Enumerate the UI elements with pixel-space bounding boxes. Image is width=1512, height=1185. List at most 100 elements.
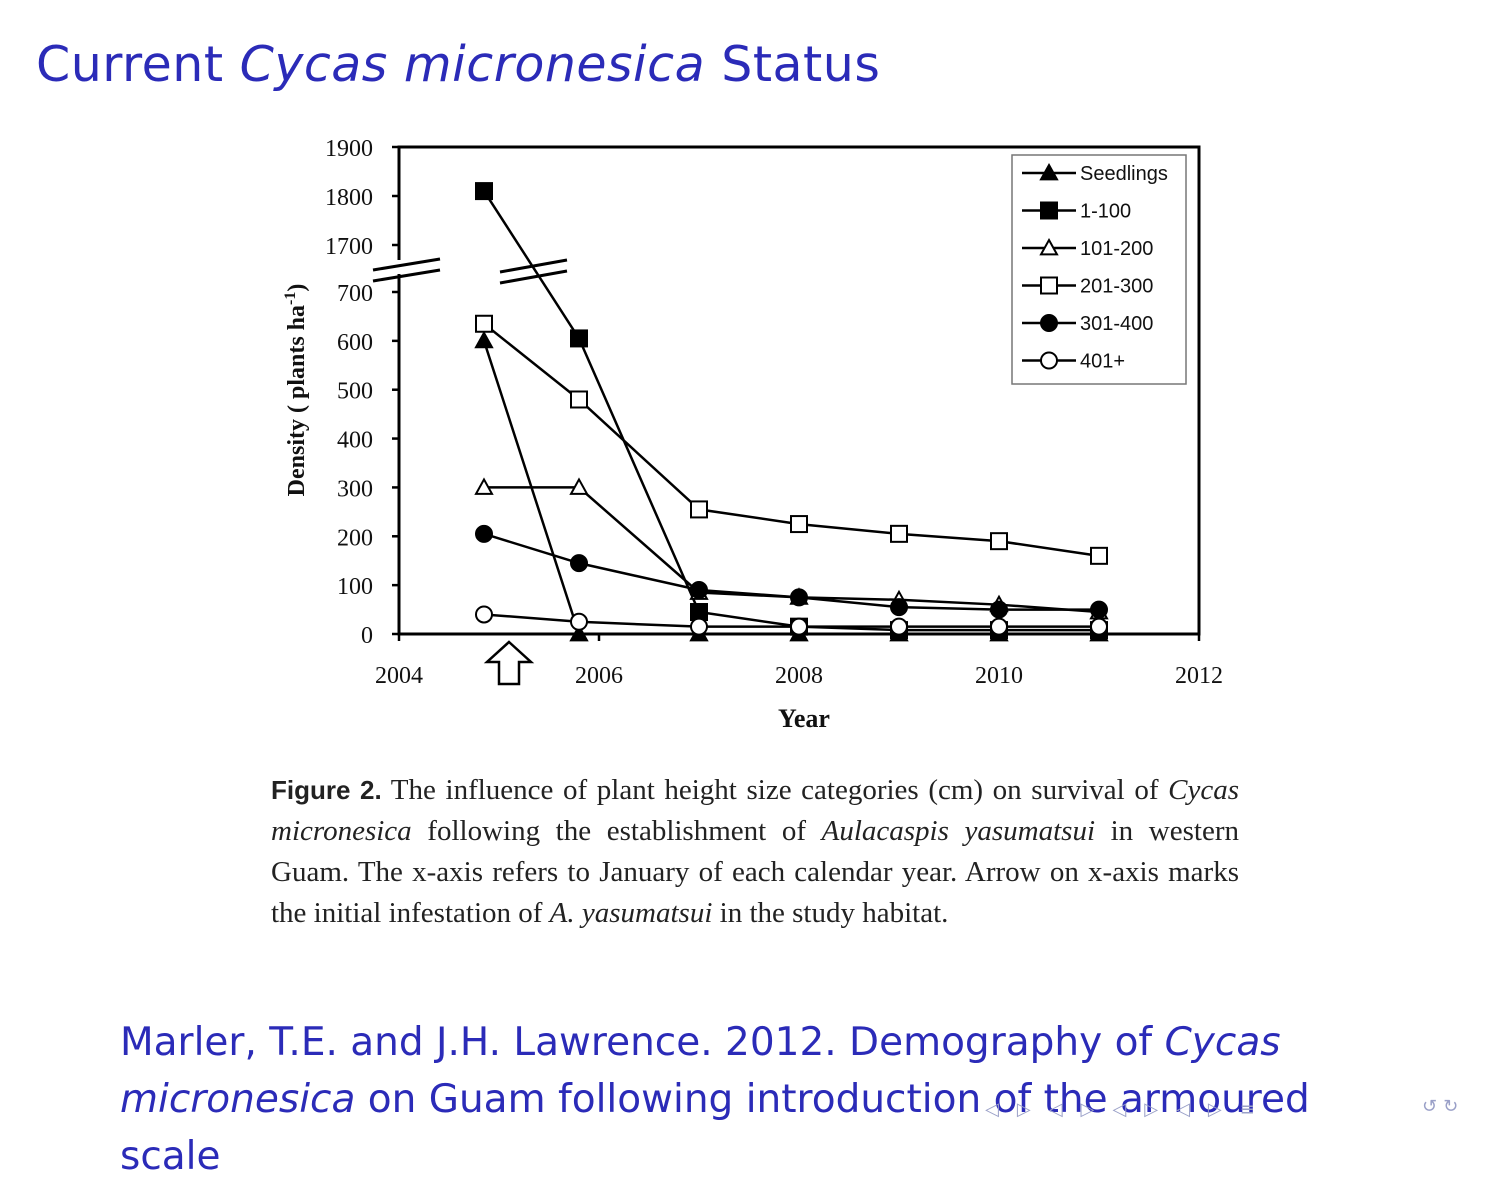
title-italic: Cycas micronesica [239, 36, 706, 93]
data-point [475, 524, 493, 543]
legend-marker [1040, 314, 1058, 332]
y-tick-label: 100 [337, 574, 373, 600]
data-point [1090, 600, 1108, 619]
data-point [790, 588, 808, 607]
series-401- [475, 605, 1108, 636]
legend-marker [1039, 237, 1059, 256]
nav-subsection-forward-icon[interactable]: ▷ [1080, 1098, 1095, 1120]
legend-layer: Seedlings 1-100 101-200 201-300 301-400 401+ [1011, 154, 1187, 385]
beamer-navigation: ◁ ▷ ◁ ▷ ◁ ▷ ◁ ▷ ≡ [985, 1094, 1255, 1124]
nav-frame-forward-icon[interactable]: ▷ [1016, 1098, 1031, 1120]
nav-doc-forward-icon[interactable]: ▷ [1207, 1098, 1222, 1120]
nav-frame-back-icon[interactable]: ◁ [985, 1098, 999, 1120]
series-layer [474, 182, 1109, 642]
legend-box [1011, 154, 1187, 385]
search-forward-icon[interactable]: ↻ [1443, 1096, 1459, 1117]
legend-label: 1-100 [1080, 201, 1131, 223]
y-label-end: ) [284, 284, 310, 292]
series-301-400 [475, 524, 1108, 619]
ref-italic1: Cycas [1164, 1020, 1281, 1065]
data-point [475, 182, 493, 201]
y-tick-label: 0 [361, 623, 373, 649]
legend-marker [1040, 276, 1058, 295]
search-tools: ↺ ↻ [1422, 1096, 1458, 1117]
data-point [474, 477, 494, 495]
x-tick-label: 2012 [1175, 663, 1223, 689]
y-tick-label: 400 [337, 428, 373, 454]
nav-subsection-back-icon[interactable]: ◁ [1048, 1098, 1063, 1120]
data-point [1090, 546, 1108, 565]
title-part1: Current [36, 36, 240, 93]
y-tick-label: 600 [337, 330, 373, 356]
x-tick-label: 2006 [575, 663, 623, 689]
search-back-icon[interactable]: ↺ [1422, 1096, 1438, 1117]
legend-marker [1040, 351, 1058, 370]
title-part2: Status [705, 36, 881, 93]
caption-text1: The influence of plant height size categ… [381, 774, 1169, 806]
caption-text4: in the study habitat. [712, 897, 949, 929]
slide-title: Current Cycas micronesica Status [36, 36, 880, 93]
y-tick-label: 300 [337, 476, 373, 502]
legend-label: 201-300 [1080, 276, 1153, 298]
data-point [990, 600, 1008, 619]
data-point [570, 612, 588, 631]
y-tick-label: 1900 [325, 136, 373, 162]
legend-marker [1040, 201, 1058, 220]
data-point [570, 554, 588, 573]
data-point [890, 617, 908, 636]
series-break-mark-top [499, 258, 568, 274]
data-point [790, 515, 808, 534]
y-tick-label: 200 [337, 525, 373, 551]
caption-species: Cycas micronesica [271, 774, 1239, 847]
caption-text3: in western Guam. The x-axis refers to Ja… [271, 815, 1239, 929]
data-point [890, 524, 908, 543]
ref-part1: Marler, T.E. and J.H. Lawrence. 2012. De… [120, 1020, 1165, 1065]
figure-label: Figure 2. [271, 775, 382, 805]
y-break-mark-top [372, 257, 441, 272]
data-point [1090, 617, 1108, 636]
data-point [570, 390, 588, 409]
data-point [690, 581, 708, 600]
nav-doc-back-icon[interactable]: ◁ [1176, 1098, 1190, 1120]
y-tick-label: 1800 [325, 185, 373, 211]
data-point [990, 617, 1008, 636]
density-chart: 0 100 200 300 400 500 600 700 1700 1800 1900 2004 20… [282, 136, 1223, 733]
y-label-main: Density ( plants ha [284, 305, 310, 496]
data-point [475, 314, 493, 333]
y-tick-label: 700 [337, 281, 373, 307]
y-break-mark-bottom [372, 268, 441, 283]
data-point [570, 329, 588, 348]
data-point [990, 532, 1008, 551]
legend-label: Seedlings [1080, 163, 1168, 185]
data-point [569, 623, 589, 642]
x-tick-label: 2004 [375, 663, 423, 689]
x-axis-label: Year [778, 704, 830, 733]
legend-label: 401+ [1080, 351, 1125, 373]
x-tick-label: 2008 [775, 663, 823, 689]
y-axis-label: Density ( plants ha-1) [282, 284, 310, 497]
caption-pest-short: A. yasumatsui [549, 897, 713, 929]
data-point [890, 598, 908, 617]
x-tick-label: 2010 [975, 663, 1023, 689]
figure-caption: Figure 2. The influence of plant height … [271, 770, 1239, 934]
legend-marker [1039, 162, 1059, 181]
data-point [790, 617, 808, 636]
caption-text2: following the establishment of [411, 815, 822, 847]
y-tick-label: 500 [337, 379, 373, 405]
data-point [475, 605, 493, 624]
y-label-sup: -1 [282, 292, 299, 305]
legend-label: 101-200 [1080, 238, 1153, 260]
caption-pest: Aulacaspis yasumatsui [821, 815, 1095, 847]
data-point [474, 330, 494, 349]
series-201-300 [475, 314, 1108, 565]
legend-label: 301-400 [1080, 313, 1153, 335]
nav-section-forward-icon[interactable]: ▷ [1144, 1098, 1159, 1120]
data-point [690, 617, 708, 636]
data-point [690, 603, 708, 622]
infestation-arrow-icon [483, 640, 535, 686]
nav-menu-icon[interactable]: ≡ [1239, 1098, 1255, 1120]
series-break-mark-bottom [499, 269, 568, 285]
y-tick-label: 1700 [325, 234, 373, 260]
nav-section-back-icon[interactable]: ◁ [1112, 1098, 1127, 1120]
ref-italic2: micronesica [120, 1077, 356, 1122]
